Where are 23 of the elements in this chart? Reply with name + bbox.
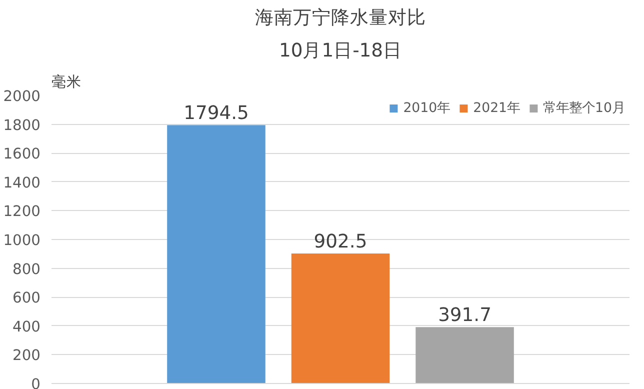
y-tick-label: 800 xyxy=(12,260,41,278)
y-tick-label: 1800 xyxy=(3,116,41,134)
data-label: 902.5 xyxy=(314,232,368,253)
y-tick-label: 2000 xyxy=(3,88,41,105)
legend-label: 2021年 xyxy=(473,100,520,117)
y-tick-label: 1400 xyxy=(3,174,41,192)
chart-subtitle: 10月1日-18日 xyxy=(278,40,402,62)
data-label: 1794.5 xyxy=(184,103,249,124)
y-tick-label: 1600 xyxy=(3,146,41,163)
y-axis-title: 毫米 xyxy=(52,74,82,90)
y-tick-label: 200 xyxy=(12,347,41,364)
chart-title: 海南万宁降水量对比 xyxy=(255,6,426,28)
legend-label: 常年整个10月 xyxy=(543,100,625,117)
y-tick-label: 0 xyxy=(31,376,41,389)
y-tick-label: 1200 xyxy=(3,203,41,220)
data-label: 391.7 xyxy=(438,305,492,326)
y-tick-label: 1000 xyxy=(3,232,41,249)
legend-label: 2010年 xyxy=(403,100,450,117)
y-tick-label: 600 xyxy=(12,290,41,307)
y-tick-label: 400 xyxy=(12,318,41,336)
bar xyxy=(167,125,266,384)
bar xyxy=(291,254,390,384)
bar xyxy=(416,327,514,384)
